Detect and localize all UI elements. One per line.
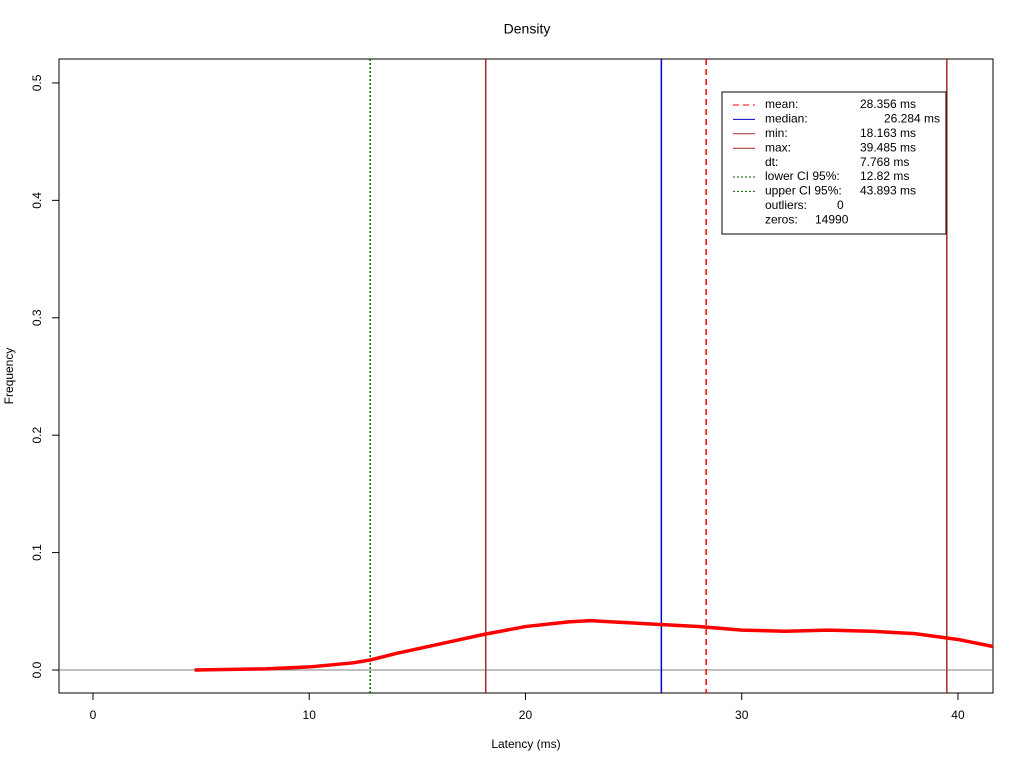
y-axis-label: Frequency [2,348,16,405]
legend-value: 39.485 ms [860,140,916,154]
legend-value: 43.893 ms [860,184,916,198]
y-tick-label: 0.3 [30,309,44,326]
legend-value: 14990 [815,212,849,226]
x-tick-label: 20 [519,708,533,722]
density-curve [194,618,994,672]
y-tick-label: 0.2 [30,427,44,444]
legend-value: 28.356 ms [860,97,916,111]
legend-label: upper CI 95%: [765,184,842,198]
x-tick-label: 10 [303,708,317,722]
legend-value: 0 [837,198,844,212]
legend-value: 26.284 ms [884,112,940,126]
legend-label: dt: [765,155,778,169]
legend-box [721,91,947,235]
x-tick-label: 0 [90,708,97,722]
x-tick-label: 40 [951,708,965,722]
legend-value: 12.82 ms [860,169,909,183]
legend-label: min: [765,126,788,140]
legend-value: 18.163 ms [860,126,916,140]
legend: mean: 28.356 ms median: 26.284 ms min: 18.163… [721,91,947,235]
legend-value: 7.768 ms [860,155,909,169]
x-tick-label: 30 [735,708,749,722]
legend-label: median: [765,112,808,126]
chart-title: Density [504,21,551,37]
y-tick-label: 0.1 [30,544,44,561]
legend-label: outliers: [765,198,807,212]
x-axis-label: Latency (ms) [491,737,560,751]
legend-label: max: [765,140,791,154]
legend-label: mean: [765,97,798,111]
y-tick-label: 0.0 [30,661,44,678]
legend-label: lower CI 95%: [765,169,840,183]
legend-label: zeros: [765,212,798,226]
y-tick-label: 0.5 [30,74,44,91]
y-tick-label: 0.4 [30,192,44,209]
